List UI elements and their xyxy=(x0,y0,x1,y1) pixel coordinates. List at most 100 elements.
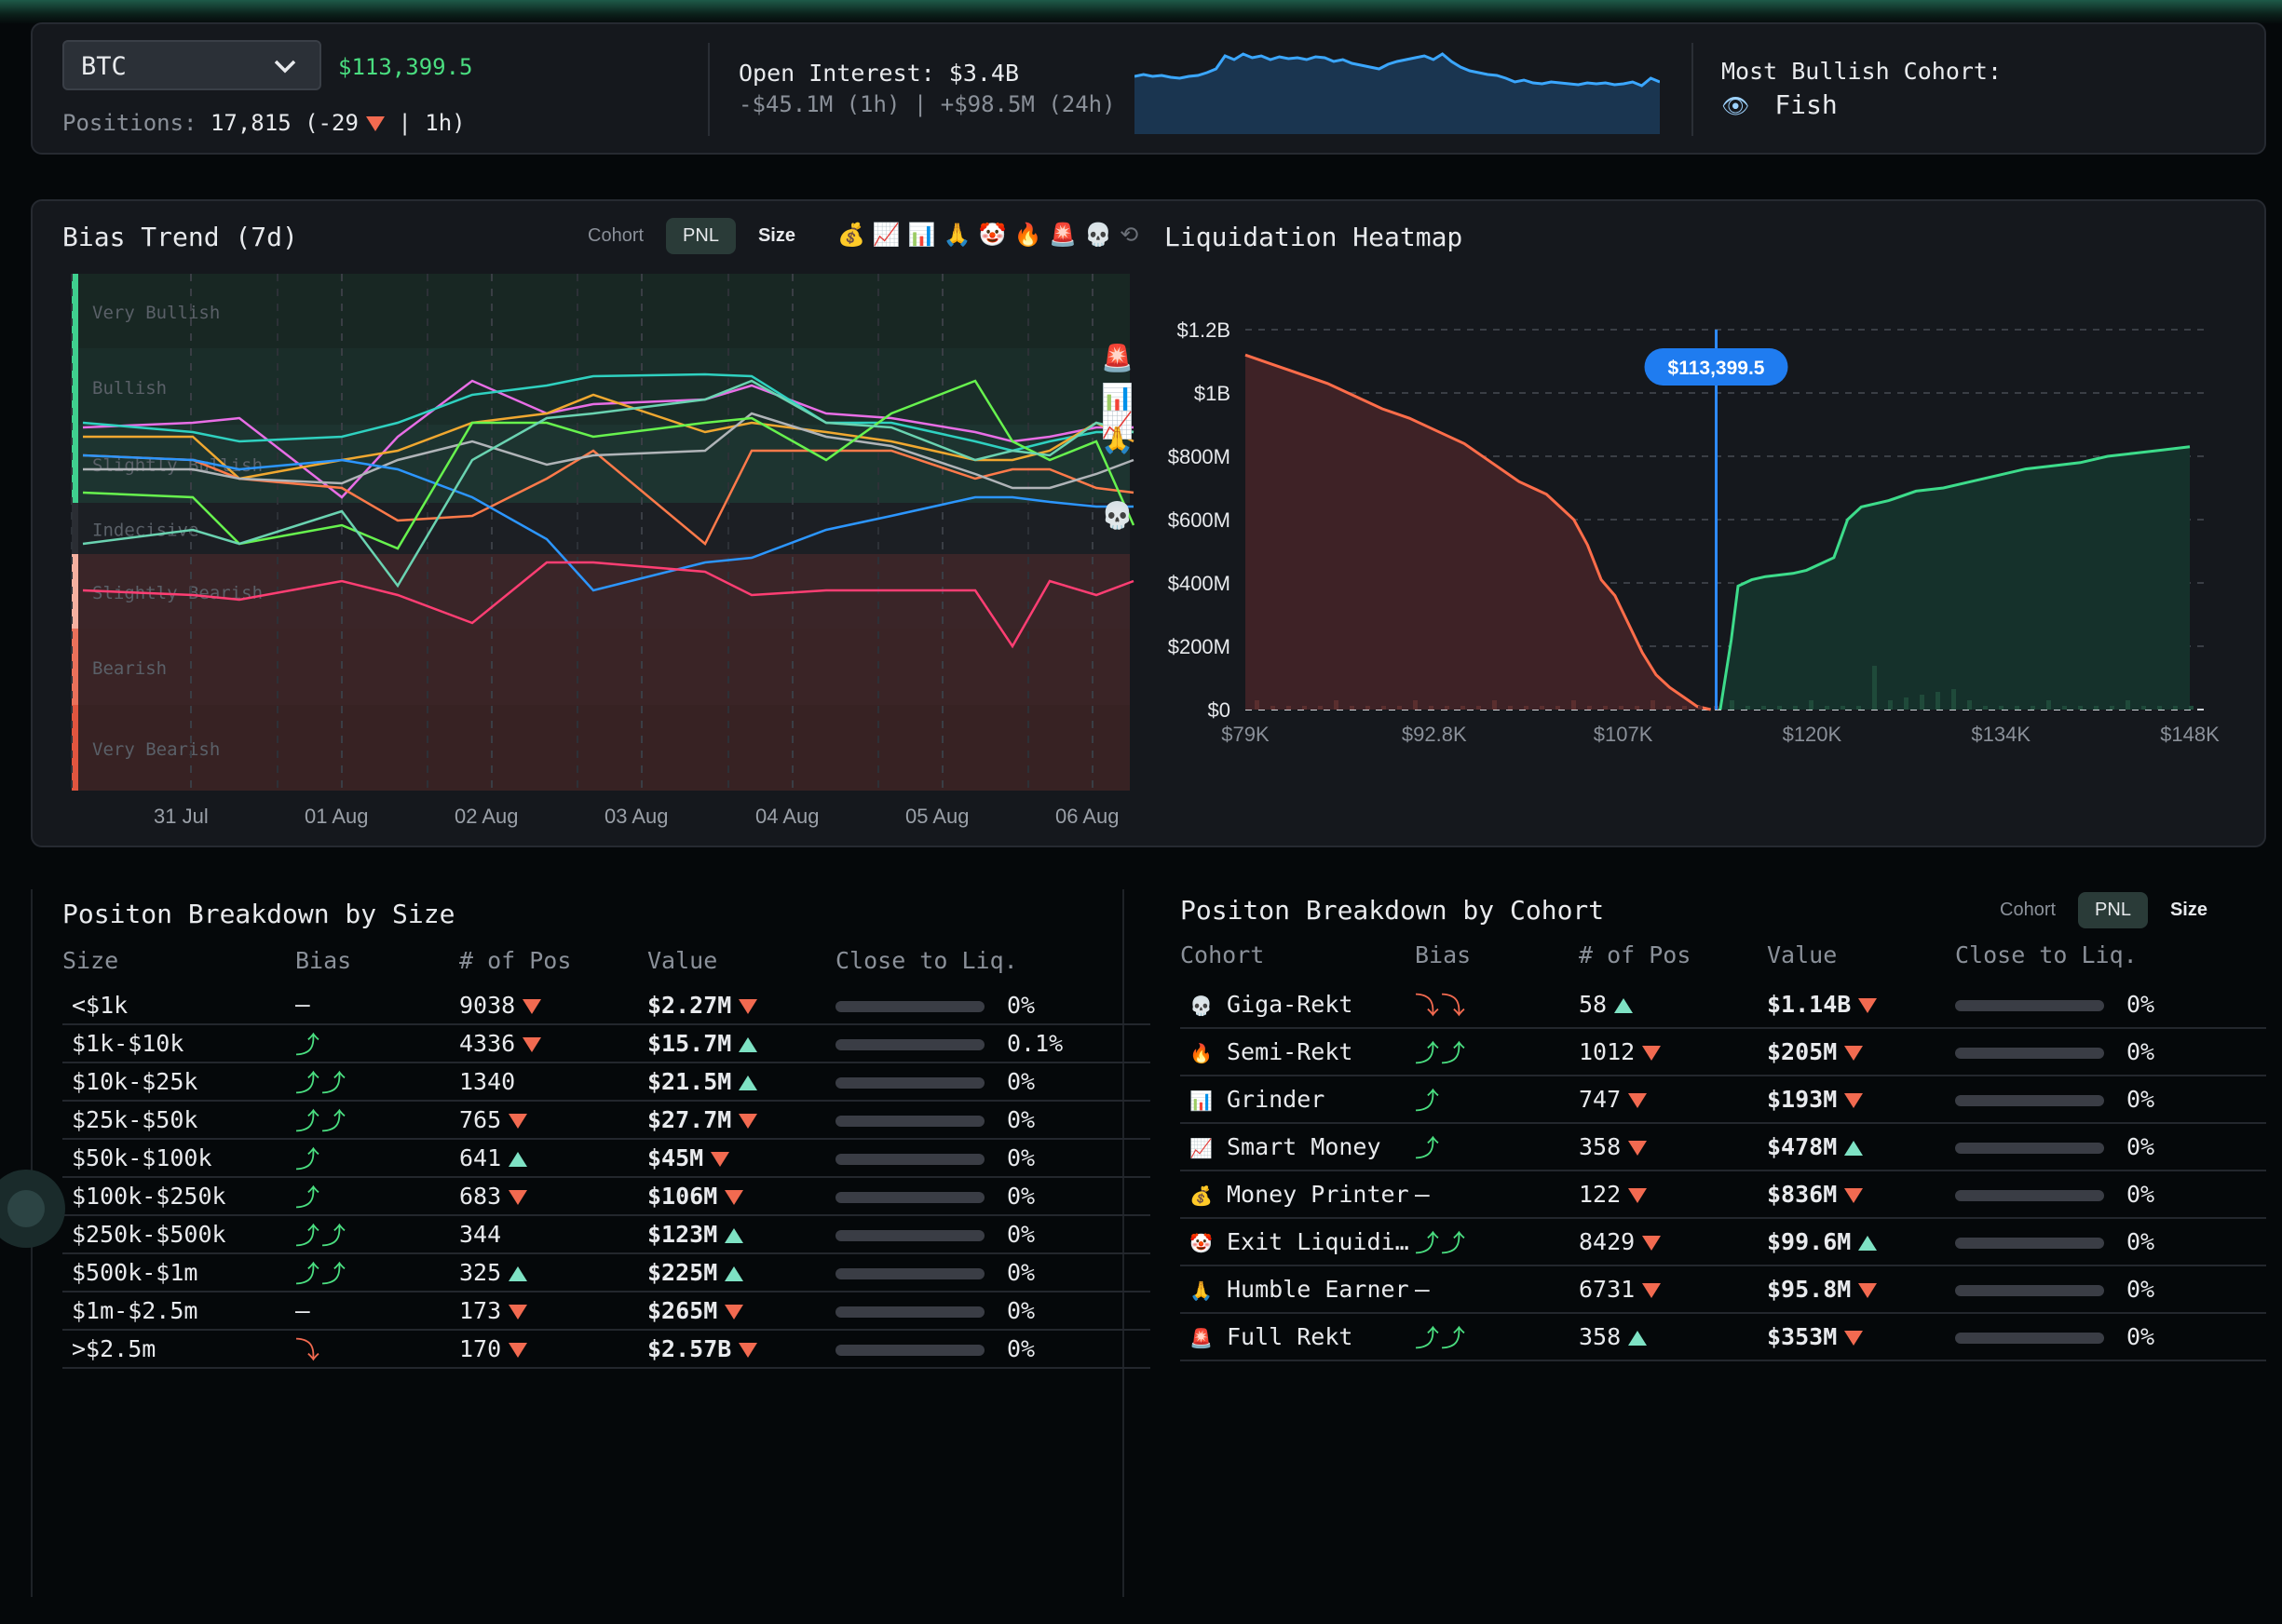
short-liquidation-line[interactable] xyxy=(1718,445,2191,710)
liquidation-bar xyxy=(1777,706,1782,710)
x-tick-label: 04 Aug xyxy=(755,805,820,828)
money-bag-icon[interactable]: 💰 xyxy=(837,222,865,248)
col-bias[interactable]: Bias xyxy=(1415,941,1472,968)
liq-bar xyxy=(1955,999,2104,1011)
pos-count: 358 xyxy=(1579,1133,1622,1160)
bias-zone xyxy=(72,705,1130,791)
liquidation-bar xyxy=(1951,689,1956,710)
table-row[interactable]: $10k-$25k ⤴⤴ 1340 $21.5M 0% xyxy=(62,1062,1150,1101)
pray-icon[interactable]: 🙏 xyxy=(943,222,971,248)
col-value[interactable]: Value xyxy=(1767,941,1838,968)
col-size[interactable]: Size xyxy=(62,946,119,974)
toggle-size[interactable]: Size xyxy=(2169,900,2207,920)
col-pos[interactable]: # of Pos xyxy=(1579,941,1691,968)
cohort-icon: 📈 xyxy=(1189,1137,1213,1159)
y-tick-label: $400M xyxy=(1168,572,1230,595)
toggle-size[interactable]: Size xyxy=(757,225,795,246)
x-tick-label: $79K xyxy=(1221,723,1270,746)
coin-select[interactable]: BTC xyxy=(62,40,321,90)
table-row[interactable]: 💀 Giga-Rekt ⤵⤵ 58 $1.14B 0% xyxy=(1180,981,2266,1028)
table-row[interactable]: 🙏 Humble Earner — 6731 $95.8M 0% xyxy=(1180,1265,2266,1313)
pos-count: 683 xyxy=(459,1183,502,1210)
size-cell: $250k-$500k xyxy=(72,1221,226,1248)
liq-bar xyxy=(1955,1143,2104,1154)
table-row[interactable]: 📈 Smart Money ⤴ 358 $478M 0% xyxy=(1180,1123,2266,1171)
bias-series-line[interactable] xyxy=(82,379,1134,589)
table-row[interactable]: 🚨 Full Rekt ⤴⤴ 358 $353M 0% xyxy=(1180,1313,2266,1360)
table-row[interactable]: 💰 Money Printer — 122 $836M 0% xyxy=(1180,1171,2266,1218)
fire-icon[interactable]: 🔥 xyxy=(1013,222,1042,248)
liquidation-bar xyxy=(1793,706,1798,710)
liq-bar xyxy=(1955,1190,2104,1201)
table-row[interactable]: $1k-$10k ⤴ 4336 $15.7M 0.1% xyxy=(62,1024,1150,1062)
col-liq[interactable]: Close to Liq. xyxy=(835,946,1018,974)
liq-bar xyxy=(1955,1333,2104,1344)
toggle-pnl[interactable]: PNL xyxy=(2078,892,2148,928)
table-row[interactable]: 📊 Grinder ⤴ 747 $193M 0% xyxy=(1180,1076,2266,1123)
liquidation-bar xyxy=(1809,700,1813,710)
col-cohort[interactable]: Cohort xyxy=(1180,941,1265,968)
y-tick-label: $0 xyxy=(1208,698,1230,722)
table-row[interactable]: $100k-$250k ⤴ 683 $106M 0% xyxy=(62,1177,1150,1215)
col-value[interactable]: Value xyxy=(647,946,718,974)
chart-up-icon[interactable]: 📈 xyxy=(872,222,901,248)
col-liq[interactable]: Close to Liq. xyxy=(1955,941,2138,968)
col-pos[interactable]: # of Pos xyxy=(459,946,572,974)
table-row[interactable]: >$2.5m ⤵ 170 $2.57B 0% xyxy=(62,1330,1150,1368)
bias-series-line[interactable] xyxy=(82,453,1134,592)
liquidation-bar xyxy=(1904,697,1908,710)
size-cell: <$1k xyxy=(72,991,129,1019)
liq-bar xyxy=(1955,1048,2104,1059)
long-liquidation-line[interactable] xyxy=(1244,353,1712,711)
x-tick-label: 06 Aug xyxy=(1055,805,1120,828)
reset-icon[interactable]: ⟲ xyxy=(1120,222,1139,248)
table-header-row: Size Bias # of Pos Value Close to Liq. xyxy=(62,934,1150,986)
table-row[interactable]: $1m-$2.5m — 173 $265M 0% xyxy=(62,1292,1150,1330)
series-end-icon[interactable]: 📊 xyxy=(1101,382,1134,413)
bias-icon: ⤴ xyxy=(295,1184,322,1212)
size-cell: >$2.5m xyxy=(72,1335,156,1362)
liq-pct: 0% xyxy=(1007,1144,1036,1171)
series-end-icon[interactable]: 🙏 xyxy=(1101,425,1134,455)
table-row[interactable]: 🔥 Semi-Rekt ⤴⤴ 1012 $205M 0% xyxy=(1180,1028,2266,1076)
liquidation-bar xyxy=(2173,706,2178,710)
liq-pct: 0% xyxy=(2126,1228,2155,1255)
cohort-icon: 💰 xyxy=(1189,1184,1213,1207)
side-scroll-handle[interactable] xyxy=(0,1170,65,1248)
clown-icon[interactable]: 🤡 xyxy=(978,222,1007,248)
table-row[interactable]: $250k-$500k ⤴⤴ 344 $123M 0% xyxy=(62,1215,1150,1253)
pos-count: 747 xyxy=(1579,1086,1622,1113)
siren-icon[interactable]: 🚨 xyxy=(1049,222,1078,248)
toggle-cohort[interactable]: Cohort xyxy=(588,225,645,246)
liquidation-bar xyxy=(1920,695,1924,710)
series-end-icon[interactable]: 🚨 xyxy=(1101,343,1134,373)
toggle-pnl[interactable]: PNL xyxy=(666,218,736,254)
skull-icon[interactable]: 💀 xyxy=(1084,222,1113,248)
value-cell: $106M xyxy=(647,1183,718,1210)
bias-series-line[interactable] xyxy=(82,449,1134,546)
bias-series-line[interactable] xyxy=(83,412,1134,490)
pos-count: 122 xyxy=(1579,1181,1622,1208)
liquidation-bar xyxy=(1302,706,1307,710)
bias-series-line[interactable] xyxy=(83,393,1134,480)
bar-chart-icon[interactable]: 📊 xyxy=(907,222,936,248)
table-row[interactable]: <$1k — 9038 $2.27M 0% xyxy=(62,986,1150,1024)
table-row[interactable]: 🤡 Exit Liquidi… ⤴⤴ 8429 $99.6M 0% xyxy=(1180,1218,2266,1265)
table-row[interactable]: $25k-$50k ⤴⤴ 765 $27.7M 0% xyxy=(62,1101,1150,1139)
positions-value: 17,815 (-29 xyxy=(210,110,359,136)
positions-summary: Positions: 17,815 (-29 | 1h) xyxy=(62,110,466,136)
series-end-icon[interactable]: 📈 xyxy=(1101,410,1134,440)
liquidation-heatmap-title: Liquidation Heatmap xyxy=(1164,222,1463,252)
pos-count: 765 xyxy=(459,1106,502,1133)
col-bias[interactable]: Bias xyxy=(295,946,352,974)
liquidation-bar xyxy=(1350,706,1354,710)
table-row[interactable]: $50k-$100k ⤴ 641 $45M 0% xyxy=(62,1139,1150,1177)
cohort-name: Money Printer xyxy=(1226,1181,1409,1208)
bias-icon: — xyxy=(1415,1275,1432,1304)
series-end-icon[interactable]: 💀 xyxy=(1101,500,1134,531)
toggle-cohort[interactable]: Cohort xyxy=(2000,900,2057,920)
table-row[interactable]: $500k-$1m ⤴⤴ 325 $225M 0% xyxy=(62,1253,1150,1292)
bias-series-line[interactable] xyxy=(82,561,1134,649)
bias-series-line[interactable] xyxy=(82,379,1135,550)
